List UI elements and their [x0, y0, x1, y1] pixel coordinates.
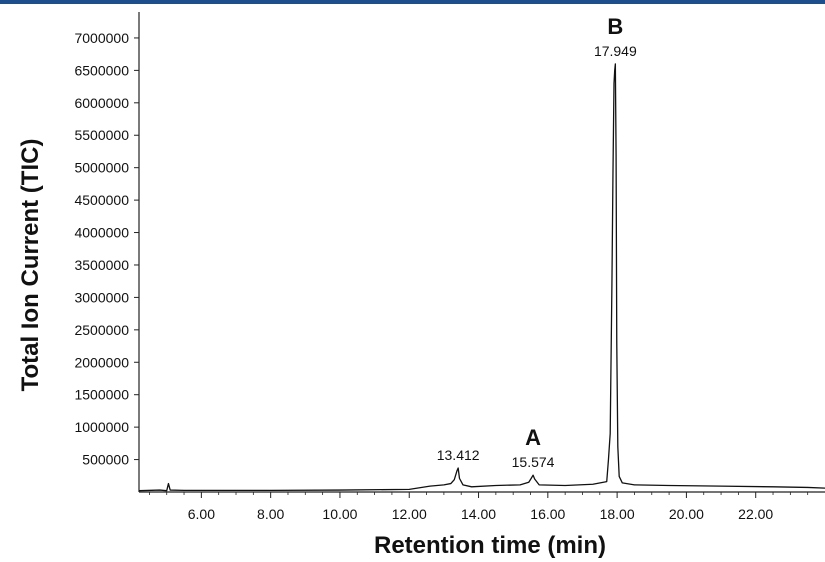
x-tick-label: 18.00	[600, 506, 635, 522]
peak-retention-label: 13.412	[437, 447, 480, 463]
y-tick-label: 1000000	[74, 419, 129, 435]
x-tick-label: 12.00	[392, 506, 427, 522]
y-tick-label: 5000000	[74, 160, 129, 176]
x-tick-label: 8.00	[257, 506, 284, 522]
x-tick-label: 6.00	[188, 506, 215, 522]
y-tick-label: 2500000	[74, 322, 129, 338]
x-tick-label: 22.00	[738, 506, 773, 522]
x-tick-label: 14.00	[461, 506, 496, 522]
peak-retention-label: 17.949	[594, 43, 637, 59]
y-tick-label: 7000000	[74, 30, 129, 46]
y-tick-label: 6500000	[74, 62, 129, 78]
y-tick-label: 4000000	[74, 225, 129, 241]
x-tick-label: 20.00	[669, 506, 704, 522]
x-tick-label: 16.00	[530, 506, 565, 522]
y-tick-label: 3000000	[74, 289, 129, 305]
y-tick-label: 4500000	[74, 192, 129, 208]
peak-letter-label: B	[607, 14, 623, 39]
y-tick-label: 500000	[82, 452, 129, 468]
y-tick-label: 5500000	[74, 127, 129, 143]
peak-retention-label: 15.574	[512, 454, 555, 470]
x-tick-label: 10.00	[322, 506, 357, 522]
y-tick-label: 2000000	[74, 354, 129, 370]
y-axis-title: Total Ion Current (TIC)	[17, 139, 44, 392]
y-tick-label: 1500000	[74, 387, 129, 403]
top-border-bar	[0, 0, 825, 4]
y-tick-label: 6000000	[74, 95, 129, 111]
x-axis-title: Retention time (min)	[374, 532, 606, 559]
peak-letter-label: A	[525, 425, 541, 450]
tic-trace	[138, 63, 825, 492]
y-tick-label: 3500000	[74, 257, 129, 273]
